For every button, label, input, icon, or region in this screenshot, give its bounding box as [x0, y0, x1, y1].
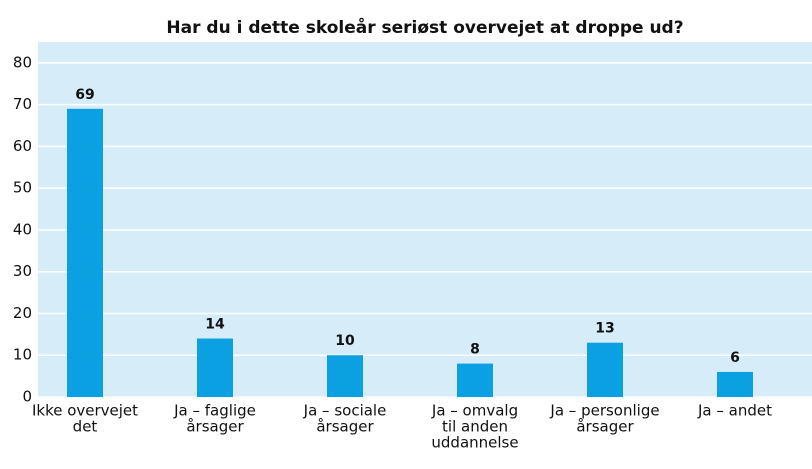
bar: [587, 342, 623, 397]
value-label: 69: [75, 87, 94, 103]
x-tick-label: Ikke overvejet: [32, 402, 138, 420]
value-label: 6: [730, 350, 740, 366]
x-tick-label: Ja – personlige: [549, 402, 659, 420]
x-tick-label: årsager: [576, 418, 634, 436]
x-tick-label: årsager: [186, 418, 244, 436]
x-tick-label: Ja – faglige: [173, 402, 256, 420]
y-tick-label: 30: [13, 262, 32, 280]
bar: [197, 338, 233, 397]
bar: [717, 371, 753, 397]
x-tick-label: det: [73, 418, 98, 436]
bar: [457, 363, 493, 397]
value-label: 8: [470, 342, 480, 358]
y-tick-label: 40: [13, 220, 32, 238]
y-tick-label: 80: [13, 53, 32, 71]
bar: [67, 108, 103, 397]
y-tick-label: 70: [13, 95, 32, 113]
value-label: 14: [205, 317, 225, 333]
x-tick-label: Ja – andet: [697, 402, 772, 420]
x-tick-label: årsager: [316, 418, 374, 436]
y-tick-label: 20: [13, 304, 32, 322]
x-tick-label: Ja – sociale: [303, 402, 387, 420]
x-tick-label: til anden: [442, 418, 508, 436]
x-tick-label: uddannelse: [431, 434, 518, 452]
value-label: 10: [335, 333, 355, 349]
bar: [327, 355, 363, 397]
x-tick-label: Ja – omvalg: [431, 402, 518, 420]
value-label: 13: [595, 321, 614, 337]
y-tick-label: 10: [13, 346, 32, 364]
y-tick-label: 60: [13, 137, 32, 155]
y-tick-label: 50: [13, 179, 32, 197]
plot-background: [38, 42, 812, 398]
chart-title: Har du i dette skoleår seriøst overvejet…: [166, 16, 683, 38]
y-tick-label: 0: [22, 388, 32, 406]
